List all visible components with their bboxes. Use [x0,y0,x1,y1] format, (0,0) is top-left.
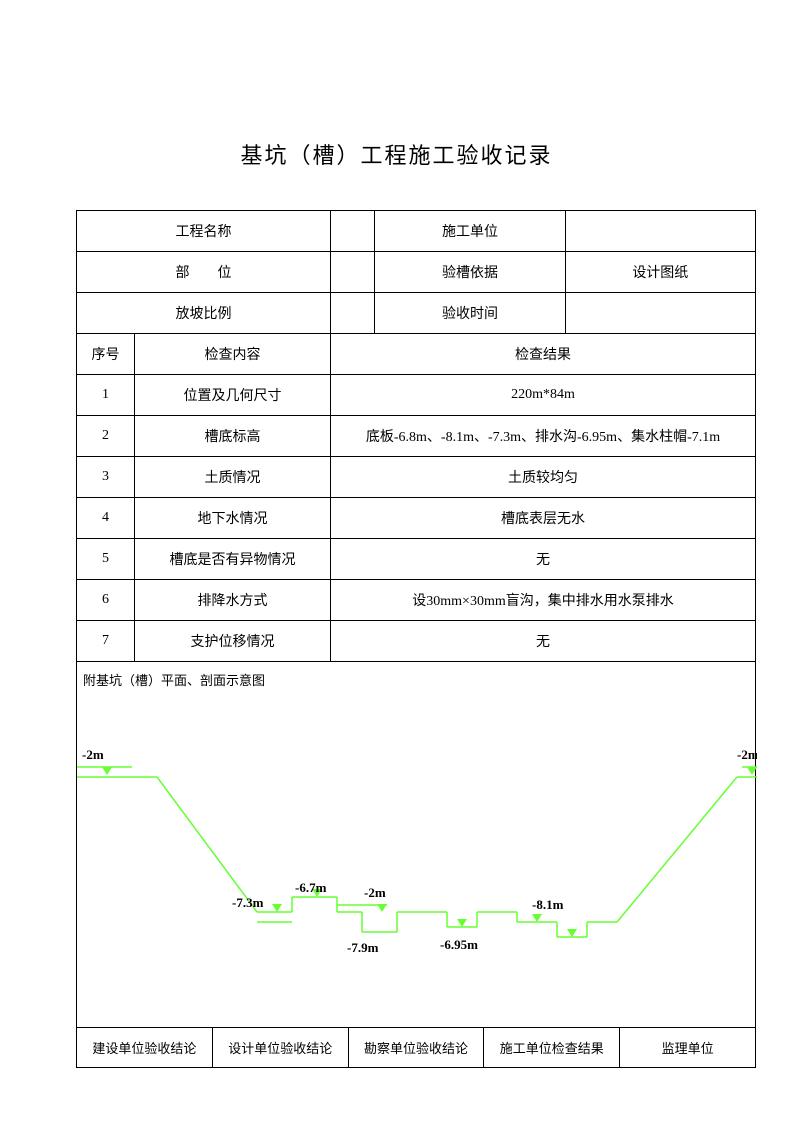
inspection-basis-value: 设计图纸 [565,252,755,293]
cell-seq: 5 [77,539,135,580]
inspection-table: 工程名称 施工单位 部 位 验槽依据 设计图纸 放坡比例 验收时间 序号 检查内… [76,210,756,662]
depth-label: -7.3m [232,895,264,910]
footer-col5: 监理单位 [620,1028,756,1068]
cell-content: 位置及几何尺寸 [135,375,331,416]
cell-content: 土质情况 [135,457,331,498]
table-row: 6 排降水方式 设30mm×30mm盲沟，集中排水用水泵排水 [77,580,756,621]
cell-seq: 3 [77,457,135,498]
project-name-value [331,211,375,252]
cross-section-diagram: -2m -2m -7.3m -6.7m -2m -7.9m -6.95m -8.… [77,697,757,1027]
slope-ratio-value [331,293,375,334]
cell-result: 底板-6.8m、-8.1m、-7.3m、排水沟-6.95m、集水柱帽-7.1m [331,416,756,457]
footer-col4: 施工单位检查结果 [484,1028,620,1068]
cell-seq: 6 [77,580,135,621]
cell-content: 槽底是否有异物情况 [135,539,331,580]
table-row: 5 槽底是否有异物情况 无 [77,539,756,580]
cell-result: 槽底表层无水 [331,498,756,539]
cell-result: 无 [331,621,756,662]
depth-label: -6.95m [440,937,478,952]
footer-col2: 设计单位验收结论 [212,1028,348,1068]
cell-content: 支护位移情况 [135,621,331,662]
diagram-section: 附基坑（槽）平面、剖面示意图 [76,662,756,1028]
depth-label: -2m [364,885,386,900]
cell-seq: 7 [77,621,135,662]
depth-label: -2m [82,747,104,762]
col-content: 检查内容 [135,334,331,375]
construction-unit-value [565,211,755,252]
project-name-label: 工程名称 [77,211,331,252]
footer-table: 建设单位验收结论 设计单位验收结论 勘察单位验收结论 施工单位检查结果 监理单位 [76,1028,756,1068]
page-title: 基坑（槽）工程施工验收记录 [0,0,793,210]
cell-result: 220m*84m [331,375,756,416]
diagram-caption: 附基坑（槽）平面、剖面示意图 [77,662,755,697]
col-result: 检查结果 [331,334,756,375]
cell-result: 土质较均匀 [331,457,756,498]
table-row: 3 土质情况 土质较均匀 [77,457,756,498]
depth-label: -6.7m [295,880,327,895]
cell-content: 地下水情况 [135,498,331,539]
table-row: 4 地下水情况 槽底表层无水 [77,498,756,539]
acceptance-time-value [565,293,755,334]
cell-content: 槽底标高 [135,416,331,457]
position-label: 部 位 [77,252,331,293]
cell-seq: 4 [77,498,135,539]
table-row: 7 支护位移情况 无 [77,621,756,662]
position-value [331,252,375,293]
inspection-basis-label: 验槽依据 [375,252,565,293]
depth-label: -7.9m [347,940,379,955]
footer-col3: 勘察单位验收结论 [348,1028,484,1068]
depth-label: -8.1m [532,897,564,912]
cell-result: 无 [331,539,756,580]
depth-label: -2m [737,747,757,762]
table-row: 2 槽底标高 底板-6.8m、-8.1m、-7.3m、排水沟-6.95m、集水柱… [77,416,756,457]
cell-content: 排降水方式 [135,580,331,621]
acceptance-time-label: 验收时间 [375,293,565,334]
cell-seq: 1 [77,375,135,416]
col-seq: 序号 [77,334,135,375]
table-row: 1 位置及几何尺寸 220m*84m [77,375,756,416]
slope-ratio-label: 放坡比例 [77,293,331,334]
construction-unit-label: 施工单位 [375,211,565,252]
cell-result: 设30mm×30mm盲沟，集中排水用水泵排水 [331,580,756,621]
footer-col1: 建设单位验收结论 [77,1028,213,1068]
cell-seq: 2 [77,416,135,457]
